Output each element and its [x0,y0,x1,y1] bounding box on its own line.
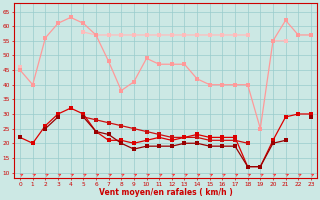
X-axis label: Vent moyen/en rafales ( km/h ): Vent moyen/en rafales ( km/h ) [99,188,232,197]
